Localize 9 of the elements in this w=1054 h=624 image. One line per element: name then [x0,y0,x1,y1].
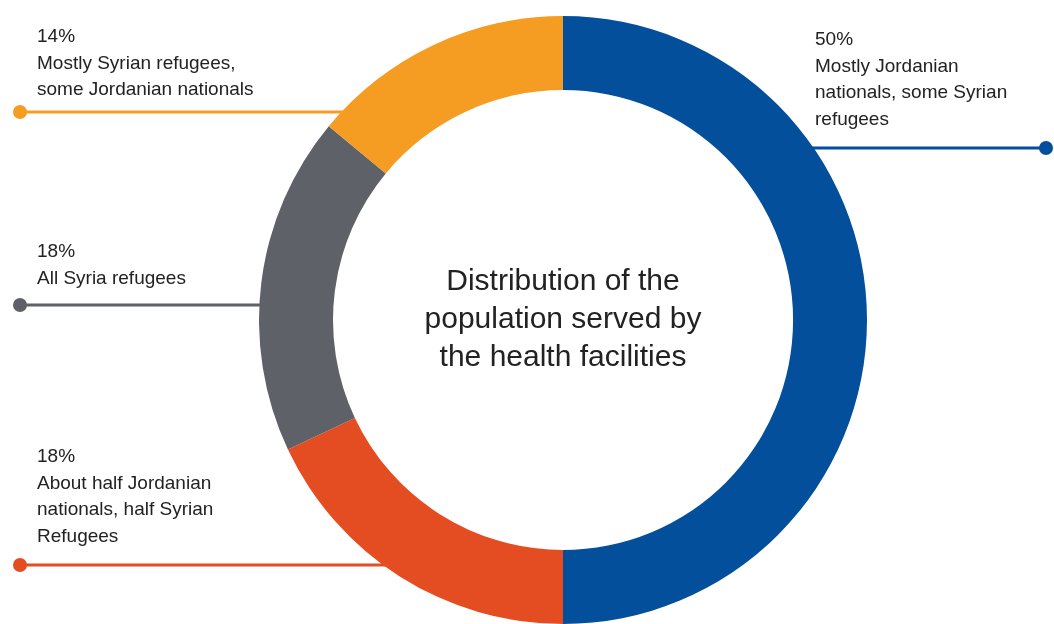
slice-label: About half Jordanian nationals, half Syrian Refugees [37,471,214,546]
data-label: 14% [37,25,76,46]
slice-label: Mostly Jordanian nationals, some Syrian refugees [815,54,1008,129]
data-label: 18% [37,240,76,261]
slice-label: Mostly Syrian refugees, some Jordanian nationals [37,51,254,99]
text: Distribution of the population served by the health facilities [424,263,702,372]
slice-label: All Syria refugees [37,266,186,288]
data-label: 50% [815,28,854,49]
data-label: 18% [37,445,76,466]
